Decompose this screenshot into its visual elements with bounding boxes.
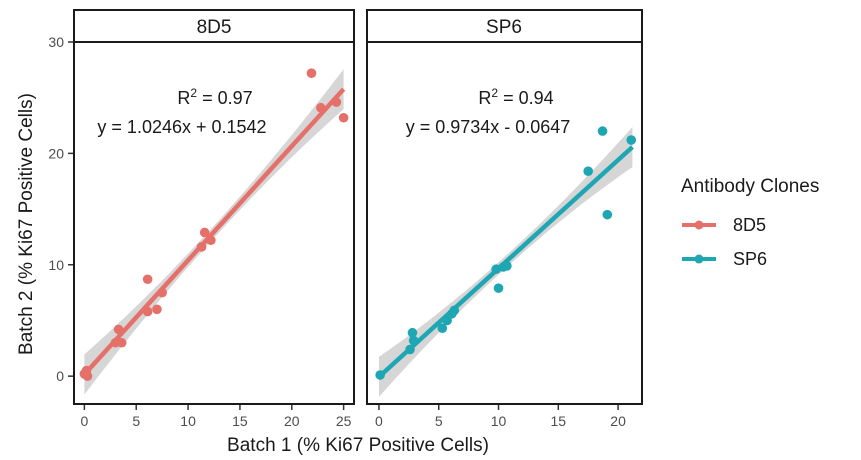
- y-tick-label-3: 30: [48, 34, 64, 50]
- data-point-sp6-2: [407, 327, 418, 338]
- data-point-sp6-11: [502, 261, 512, 271]
- y-tick-label-0: 0: [56, 368, 64, 384]
- strip-sp6-box: [366, 9, 643, 43]
- x-tick-label-8d5-3: 15: [232, 413, 248, 429]
- points-sp6: [375, 126, 637, 380]
- data-point-8d5-2: [82, 371, 93, 381]
- panel-sp6: SP6 0 5 10 15 20 R2 = 0.94 y = 0.9734x - 0.0…: [366, 9, 643, 429]
- data-point-8d5-8: [152, 304, 162, 315]
- y-tick-label-2: 20: [48, 145, 64, 161]
- data-point-sp6-3: [408, 335, 419, 346]
- fit-line-8d5: [82, 87, 346, 376]
- r2-annotation-sp6: R2 = 0.94: [478, 86, 553, 108]
- r2-value-sp6: = 0.94: [498, 88, 554, 108]
- data-point-sp6-7: [449, 305, 460, 316]
- data-point-sp6-1: [405, 344, 415, 355]
- x-tick-label-8d5-2: 10: [180, 413, 196, 429]
- data-point-sp6-0: [375, 370, 385, 380]
- legend-item-sp6: SP6: [682, 249, 767, 269]
- x-ticks-sp6: 0 5 10 15 20: [375, 405, 626, 429]
- r2-symbol-8d5: R: [177, 88, 190, 108]
- legend-item-8d5: 8D5: [682, 215, 766, 235]
- data-point-8d5-7: [142, 306, 153, 317]
- r2-superscript-8d5: 2: [190, 86, 197, 100]
- y-axis-title: Batch 2 (% Ki67 Positive Cells): [16, 93, 37, 355]
- legend-label-sp6: SP6: [733, 249, 767, 269]
- data-point-sp6-4: [437, 323, 448, 334]
- data-point-sp6-14: [602, 209, 613, 220]
- data-point-sp6-15: [626, 135, 637, 145]
- data-point-8d5-5: [116, 337, 127, 348]
- equation-8d5: y = 1.0246x + 0.1542: [97, 117, 266, 137]
- y-ticks: 0 10 20 30: [48, 34, 73, 384]
- x-tick-label-sp6-2: 10: [491, 413, 507, 429]
- strip-8d5-label: 8D5: [197, 17, 232, 38]
- data-point-8d5-14: [316, 102, 326, 113]
- data-point-8d5-12: [206, 235, 216, 246]
- strip-sp6-label: SP6: [486, 17, 522, 38]
- r2-annotation-8d5: R2 = 0.97: [177, 86, 252, 108]
- x-tick-label-sp6-0: 0: [375, 413, 383, 429]
- data-point-8d5-16: [338, 112, 349, 123]
- data-point-8d5-11: [199, 227, 210, 238]
- data-point-8d5-13: [306, 68, 317, 78]
- r2-symbol-sp6: R: [478, 88, 491, 108]
- data-point-sp6-5: [442, 315, 452, 326]
- x-tick-label-8d5-1: 5: [132, 413, 140, 429]
- x-tick-label-sp6-3: 15: [551, 413, 567, 429]
- data-point-8d5-10: [196, 242, 207, 252]
- x-ticks-8d5: 0 5 10 15 20 25: [80, 405, 352, 429]
- points-8d5: [79, 68, 349, 381]
- x-tick-label-8d5-4: 20: [284, 413, 300, 429]
- data-point-sp6-13: [597, 126, 608, 136]
- data-point-8d5-4: [113, 324, 124, 335]
- x-tick-label-sp6-4: 20: [610, 413, 626, 429]
- equation-sp6: y = 0.9734x - 0.0647: [406, 117, 571, 137]
- data-point-sp6-9: [493, 283, 504, 293]
- regression-line-8d5: [82, 87, 346, 376]
- data-point-sp6-12: [583, 166, 593, 177]
- legend-key-point-sp6: [694, 254, 704, 264]
- data-point-8d5-9: [157, 287, 167, 298]
- legend-label-8d5: 8D5: [733, 215, 766, 235]
- panel-8d5: 8D5 0 5 10 15 20 25 0 10 20 30 R2 = 0.97 y = 1.0…: [48, 9, 355, 429]
- x-tick-label-8d5-5: 25: [336, 413, 352, 429]
- data-point-8d5-6: [142, 274, 153, 285]
- y-tick-label-1: 10: [48, 257, 64, 273]
- x-tick-label-sp6-1: 5: [435, 413, 443, 429]
- r2-value-8d5: = 0.97: [197, 88, 253, 108]
- legend-title: Antibody Clones: [681, 176, 819, 197]
- x-axis-title: Batch 1 (% Ki67 Positive Cells): [227, 435, 489, 456]
- data-point-8d5-15: [331, 97, 342, 107]
- legend-key-point-8d5: [694, 220, 704, 230]
- x-tick-label-8d5-0: 0: [80, 413, 88, 429]
- strip-8d5-box: [73, 9, 355, 43]
- r2-superscript-sp6: 2: [491, 86, 498, 100]
- legend: Antibody Clones 8D5 SP6: [681, 176, 819, 269]
